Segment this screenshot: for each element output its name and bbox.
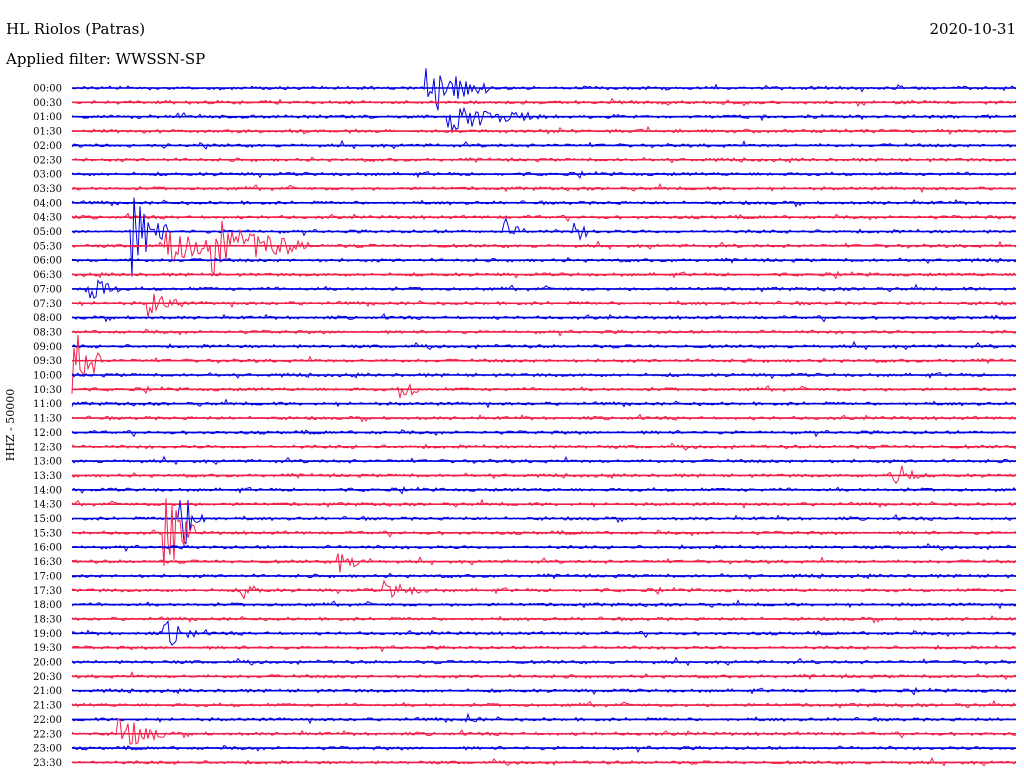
time-tick-label: 22:00 (33, 715, 62, 726)
trace-line (71, 106, 1017, 131)
trace-line (71, 68, 1017, 111)
time-tick-label: 04:30 (33, 213, 62, 224)
time-tick-label: 17:00 (33, 571, 62, 582)
time-tick-label: 09:00 (33, 342, 62, 353)
time-tick-label: 13:00 (33, 457, 62, 468)
time-tick-label: 19:30 (33, 643, 62, 654)
time-tick-label: 15:30 (33, 528, 62, 539)
time-tick-label: 02:30 (33, 155, 62, 166)
time-tick-label: 11:00 (33, 399, 62, 410)
time-tick-label: 01:00 (33, 112, 62, 123)
time-tick-label: 00:30 (33, 98, 62, 109)
time-tick-label: 03:30 (33, 184, 62, 195)
time-tick-label: 19:00 (33, 629, 62, 640)
time-tick-label: 09:30 (33, 356, 62, 367)
time-tick-label: 16:30 (33, 557, 62, 568)
seismogram-traces (71, 68, 1017, 767)
time-tick-label: 21:30 (33, 701, 62, 712)
station-title: HL Riolos (Patras) (6, 20, 146, 38)
time-tick-label: 23:30 (33, 758, 62, 769)
time-tick-label: 16:00 (33, 543, 62, 554)
trace-line (71, 712, 1017, 725)
time-tick-label: 11:30 (33, 414, 62, 425)
time-tick-label: 15:00 (33, 514, 62, 525)
time-tick-label: 03:00 (33, 170, 62, 181)
time-tick-label: 06:30 (33, 270, 62, 281)
time-tick-label: 13:30 (33, 471, 62, 482)
trace-line (71, 220, 1017, 276)
trace-line (71, 465, 1017, 485)
trace-line (71, 499, 1017, 545)
time-tick-label: 14:00 (33, 485, 62, 496)
time-tick-label: 20:00 (33, 658, 62, 669)
time-tick-label: 06:00 (33, 256, 62, 267)
time-tick-label: 01:30 (33, 127, 62, 138)
time-tick-label: 00:00 (33, 84, 62, 95)
time-tick-label: 17:30 (33, 586, 62, 597)
time-tick-label: 04:00 (33, 198, 62, 209)
trace-line (71, 293, 1017, 317)
trace-line (71, 340, 1017, 351)
date-label: 2020-10-31 (929, 20, 1016, 38)
time-tick-label: 12:30 (33, 442, 62, 453)
y-axis-label: HHZ - 50000 (4, 389, 17, 462)
time-tick-label: 20:30 (33, 672, 62, 683)
trace-line (71, 383, 1017, 399)
time-tick-label: 08:00 (33, 313, 62, 324)
time-tick-label: 02:00 (33, 141, 62, 152)
time-tick-label: 22:30 (33, 729, 62, 740)
time-tick-label: 07:00 (33, 284, 62, 295)
time-tick-label: 21:00 (33, 686, 62, 697)
time-tick-label: 12:00 (33, 428, 62, 439)
time-tick-label: 05:30 (33, 241, 62, 252)
trace-line (71, 334, 1017, 394)
filter-label: Applied filter: WWSSN-SP (6, 50, 206, 68)
trace-line (71, 718, 1017, 745)
trace-line (71, 197, 1017, 277)
time-tick-label: 18:30 (33, 614, 62, 625)
time-tick-label: 14:30 (33, 500, 62, 511)
time-tick-label: 05:00 (33, 227, 62, 238)
time-axis-labels: 00:00 00:30 01:00 01:30 02:00 02:30 03:00 03:30… (33, 84, 62, 769)
trace-line (71, 553, 1017, 573)
time-tick-label: 08:30 (33, 327, 62, 338)
time-tick-label: 23:00 (33, 744, 62, 755)
time-tick-label: 18:00 (33, 600, 62, 611)
time-tick-label: 10:30 (33, 385, 62, 396)
time-tick-label: 07:30 (33, 299, 62, 310)
time-tick-label: 10:00 (33, 371, 62, 382)
